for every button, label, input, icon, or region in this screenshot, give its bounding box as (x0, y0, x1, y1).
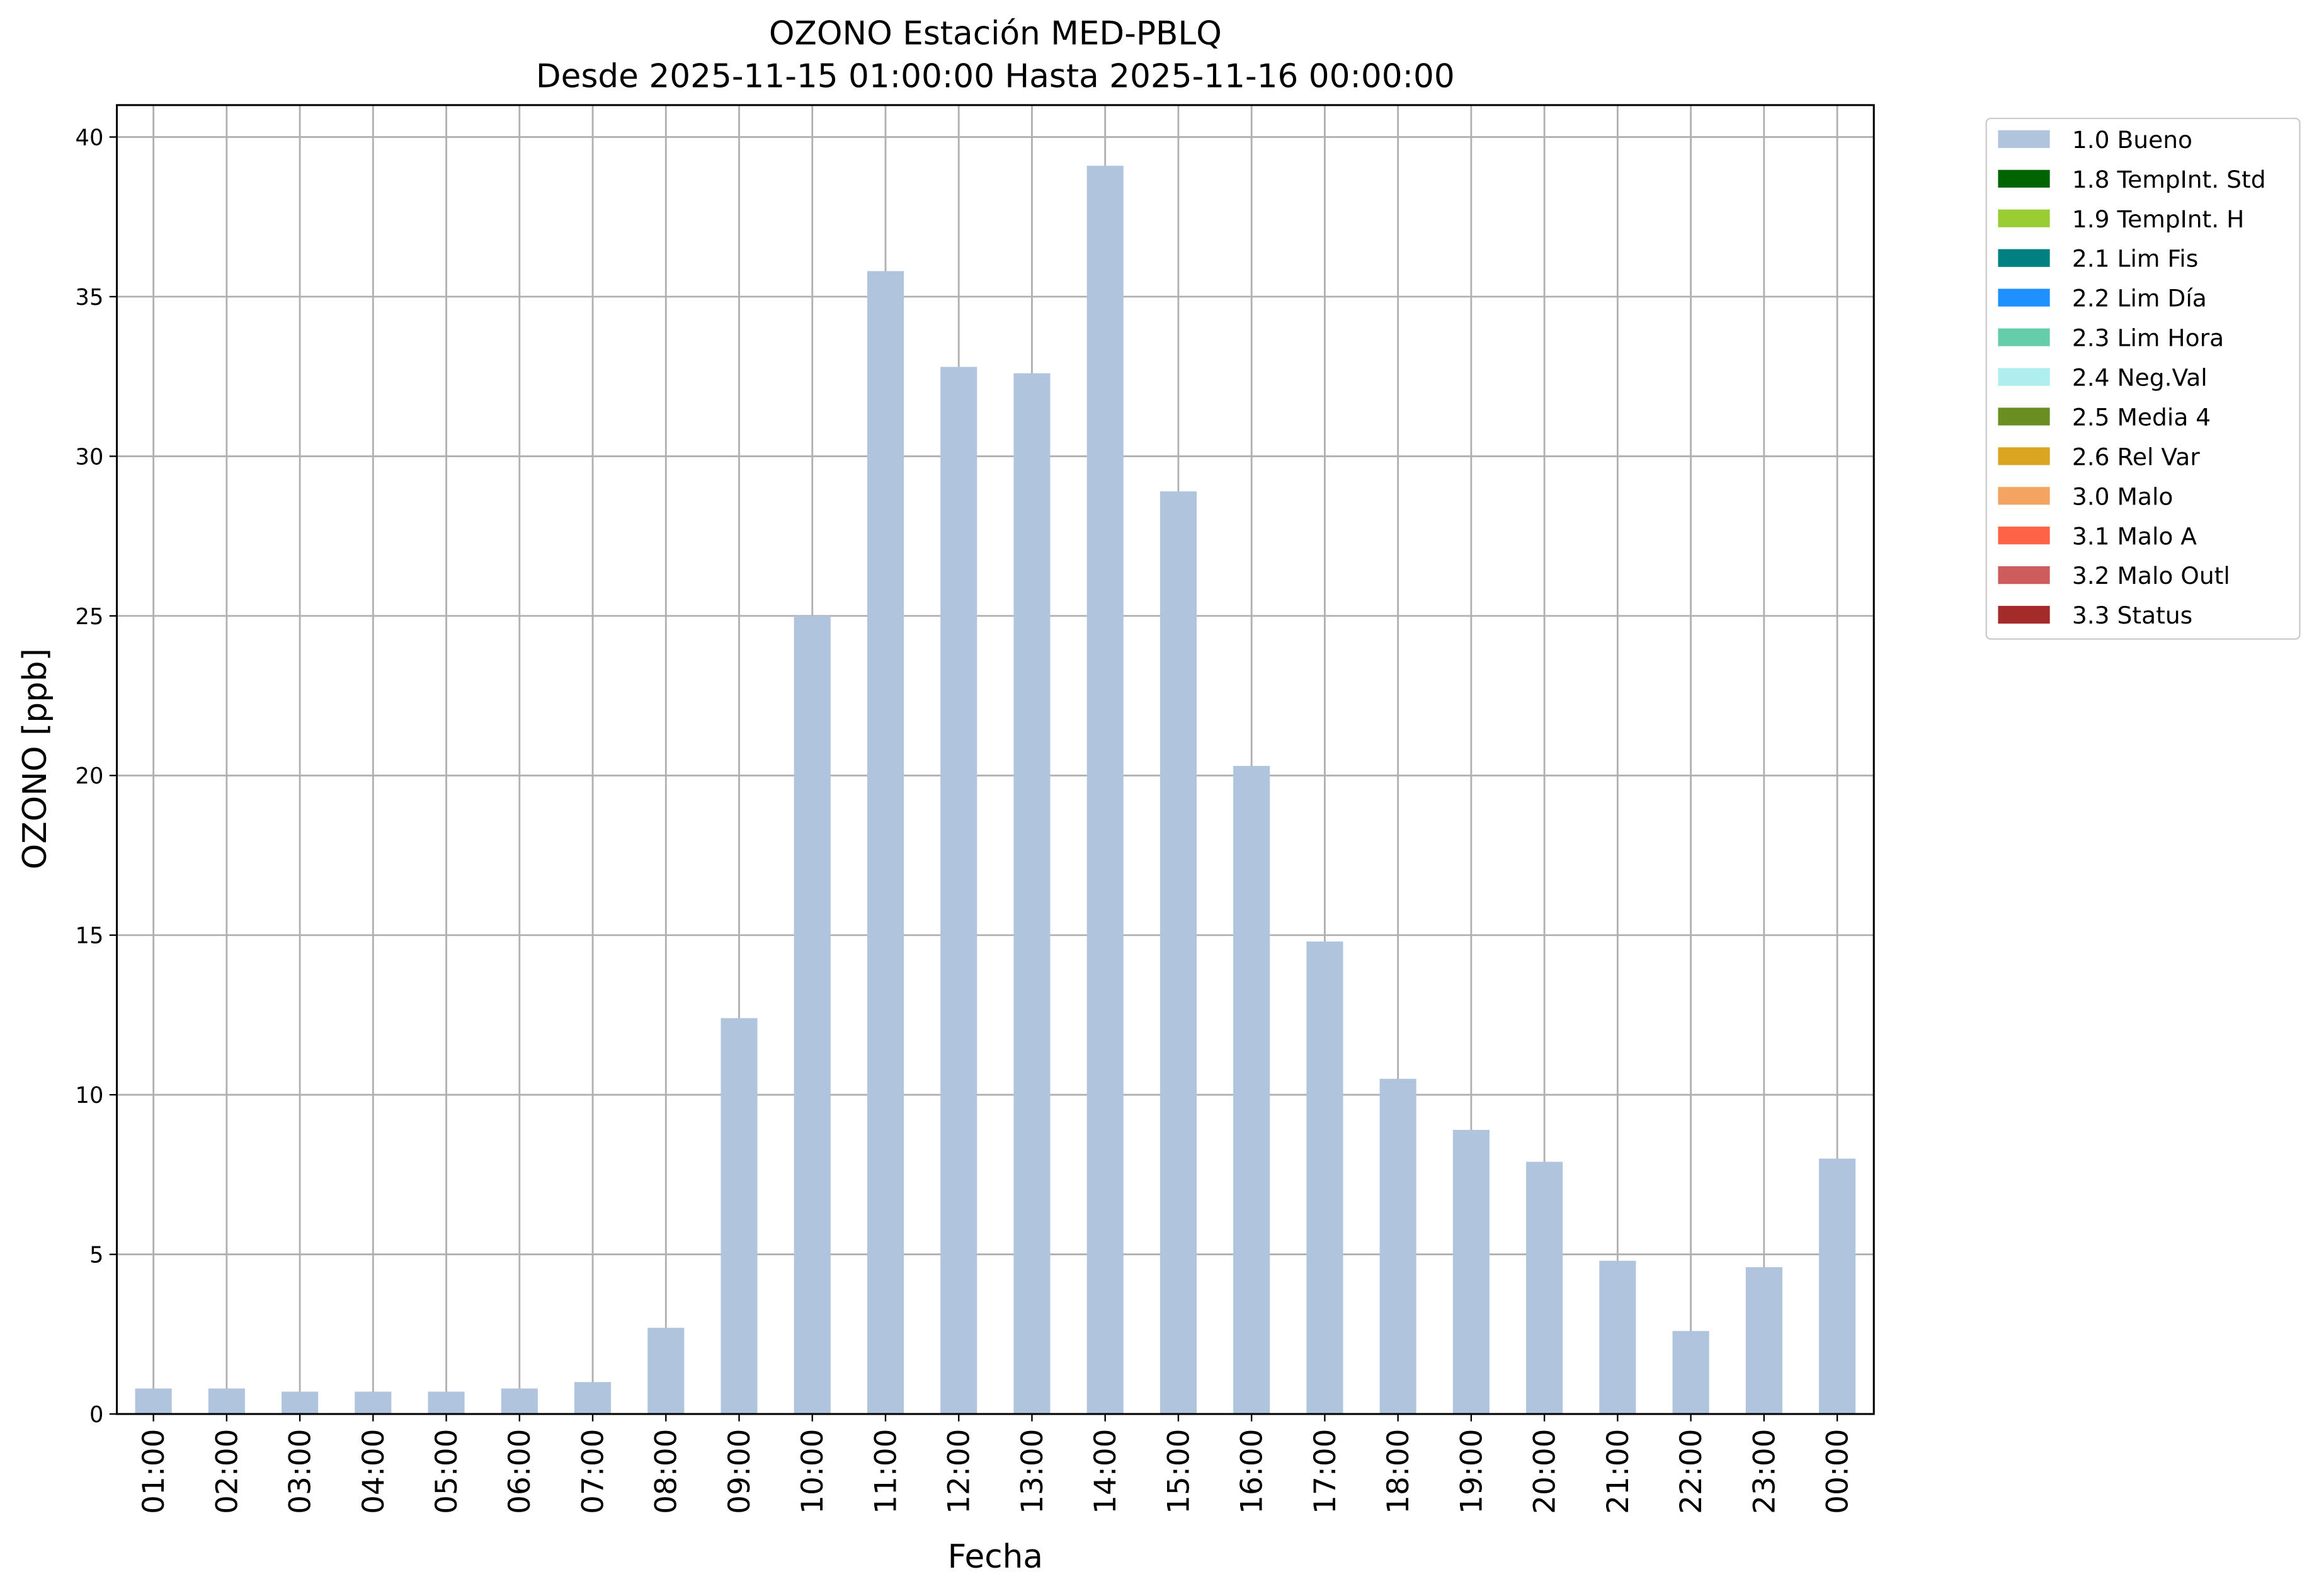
y-tick-label: 15 (76, 923, 104, 949)
bar (501, 1388, 538, 1415)
bars (135, 166, 1856, 1415)
bar (1452, 1129, 1490, 1415)
x-tick-label: 07:00 (576, 1429, 610, 1514)
x-tick-label: 11:00 (869, 1429, 903, 1514)
legend-swatch (1998, 249, 2050, 267)
legend-swatch (1998, 130, 2050, 148)
plot-frame (115, 104, 1875, 1415)
y-tick-label: 30 (76, 444, 104, 470)
x-tick-label: 23:00 (1747, 1429, 1782, 1514)
bar (1819, 1158, 1856, 1415)
chart-subtitle: Desde 2025-11-15 01:00:00 Hasta 2025-11-… (536, 58, 1455, 96)
x-tick-label: 08:00 (649, 1429, 684, 1514)
legend-label: 3.0 Malo (2072, 482, 2174, 510)
x-tick-label: 21:00 (1601, 1429, 1636, 1514)
legend-swatch (1998, 169, 2050, 188)
legend-label: 3.2 Malo Outl (2072, 562, 2230, 590)
x-tick-label: 01:00 (137, 1429, 171, 1514)
y-tick-label: 40 (76, 125, 104, 151)
bar (208, 1388, 245, 1415)
y-tick-label: 10 (76, 1083, 104, 1109)
x-tick-label: 16:00 (1235, 1429, 1270, 1514)
legend-label: 1.0 Bueno (2072, 126, 2192, 154)
y-tick-label: 25 (76, 604, 104, 630)
bar (1233, 766, 1270, 1415)
legend-label: 3.1 Malo A (2072, 522, 2197, 550)
legend-swatch (1998, 209, 2050, 227)
bar (355, 1391, 392, 1415)
y-tick-label: 5 (89, 1243, 103, 1268)
legend-swatch (1998, 447, 2050, 465)
legend-swatch (1998, 487, 2050, 505)
x-tick-label: 02:00 (210, 1429, 244, 1514)
y-tick-label: 0 (89, 1402, 103, 1428)
bar (1526, 1161, 1563, 1415)
x-tick-label: 13:00 (1015, 1429, 1050, 1514)
bar (867, 271, 904, 1415)
legend-label: 2.4 Neg.Val (2072, 364, 2208, 392)
bar (940, 367, 977, 1415)
bar (1745, 1267, 1782, 1415)
x-tick-label: 17:00 (1308, 1429, 1343, 1514)
ticks: 0 5 10 15 20 25 30 35 40 01:00 02:00 03:00 04:00 05:0… (76, 125, 1855, 1513)
x-tick-label: 00:00 (1821, 1429, 1855, 1514)
legend-label: 2.5 Media 4 (2072, 403, 2211, 431)
x-tick-label: 14:00 (1088, 1429, 1123, 1514)
bar (794, 615, 831, 1415)
bar (1379, 1078, 1416, 1415)
legend-box (1985, 117, 2301, 640)
x-tick-label: 10:00 (795, 1429, 830, 1514)
bar (1672, 1331, 1709, 1415)
bar (1306, 941, 1343, 1415)
bar (647, 1328, 685, 1415)
x-axis-label: Fecha (948, 1538, 1043, 1576)
legend-label: 2.3 Lim Hora (2072, 324, 2224, 352)
bar (1013, 373, 1051, 1415)
x-tick-label: 03:00 (283, 1429, 318, 1514)
bar (1599, 1260, 1636, 1415)
x-tick-label: 18:00 (1381, 1429, 1416, 1514)
y-axis-label: OZONO [ppb] (16, 648, 54, 869)
legend-swatch (1998, 566, 2050, 584)
legend-label: 2.2 Lim Día (2072, 285, 2207, 312)
legend: 1.0 Bueno 1.8 TempInt. Std 1.9 TempInt. H 2… (1998, 126, 2266, 629)
bar (1086, 166, 1124, 1415)
chart-title: OZONO Estación MED-PBLQ (769, 15, 1222, 53)
legend-swatch (1998, 605, 2050, 624)
bar (135, 1388, 172, 1415)
x-tick-label: 09:00 (722, 1429, 757, 1514)
x-tick-label: 04:00 (356, 1429, 391, 1514)
bar (428, 1391, 465, 1415)
bar (574, 1382, 612, 1415)
x-tick-label: 20:00 (1528, 1429, 1563, 1514)
bar (1160, 491, 1197, 1415)
y-tick-label: 35 (76, 285, 104, 311)
x-tick-label: 19:00 (1454, 1429, 1489, 1514)
legend-label: 2.1 Lim Fis (2072, 245, 2198, 273)
y-tick-label: 20 (76, 763, 104, 789)
legend-label: 2.6 Rel Var (2072, 443, 2200, 470)
x-tick-label: 06:00 (503, 1429, 537, 1514)
x-tick-label: 22:00 (1674, 1429, 1709, 1514)
x-tick-label: 15:00 (1161, 1429, 1196, 1514)
legend-label: 3.3 Status (2072, 601, 2192, 629)
bar (721, 1018, 758, 1415)
legend-swatch (1998, 368, 2050, 386)
x-tick-label: 05:00 (430, 1429, 464, 1514)
bar (282, 1391, 319, 1415)
legend-swatch (1998, 527, 2050, 545)
legend-swatch (1998, 288, 2050, 307)
legend-label: 1.9 TempInt. H (2072, 205, 2245, 233)
x-tick-label: 12:00 (942, 1429, 977, 1514)
legend-swatch (1998, 408, 2050, 426)
legend-swatch (1998, 328, 2050, 346)
legend-label: 1.8 TempInt. Std (2072, 166, 2266, 193)
